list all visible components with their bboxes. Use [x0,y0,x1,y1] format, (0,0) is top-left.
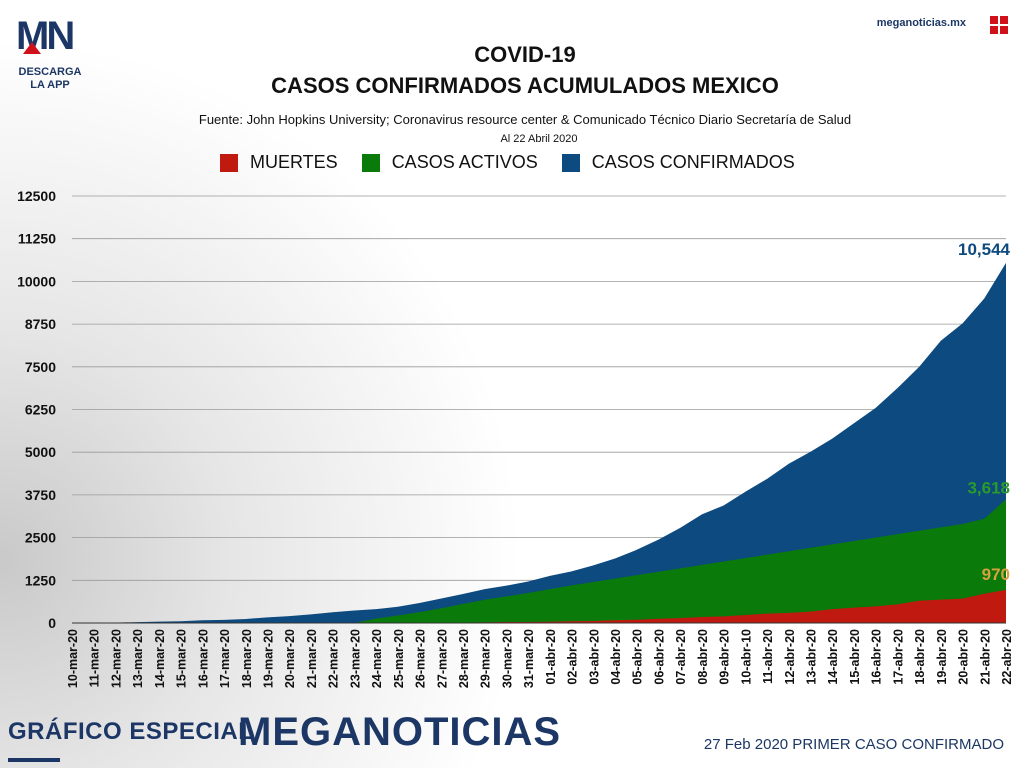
menu-grid-icon[interactable] [990,16,1008,34]
y-tick-label: 11250 [18,231,56,247]
x-tick-label: 11-mar-20 [88,629,102,687]
x-tick-label: 13-mar-20 [131,629,145,688]
x-tick-label: 22-abr-20 [1000,629,1014,685]
footer-brand: MEGANOTICIAS [238,710,562,754]
legend-swatch-muertes [220,153,238,172]
y-tick-label: 2500 [25,530,56,546]
footer-first-case: 27 Feb 2020 PRIMER CASO CONFIRMADO [703,736,1004,753]
legend-item-confirmados: CASOS CONFIRMADOS [561,152,795,173]
x-tick-label: 14-mar-20 [153,629,167,688]
x-tick-label: 08-abr-20 [696,629,710,685]
x-tick-label: 15-mar-20 [175,629,189,688]
x-tick-label: 15-abr-20 [848,629,862,685]
x-tick-label: 18-abr-20 [913,629,927,685]
series-area-activos [72,499,1006,623]
end-label-confirmados: 10,544 [958,240,1011,259]
chart-title-line1: COVID-19 [474,42,576,67]
x-tick-label: 14-abr-20 [826,629,840,685]
x-tick-label: 16-abr-20 [870,629,884,685]
x-tick-label: 30-mar-20 [500,629,514,688]
x-tick-label: 31-mar-20 [522,629,536,688]
x-tick-label: 27-mar-20 [435,629,449,688]
x-tick-label: 03-abr-20 [587,629,601,685]
y-tick-label: 8750 [25,316,56,332]
x-tick-label: 29-mar-20 [479,629,493,688]
x-tick-label: 23-mar-20 [348,629,362,688]
legend-item-activos: CASOS ACTIVOS [361,152,538,173]
logo[interactable]: MN [16,16,86,56]
x-tick-label: 18-mar-20 [240,629,254,688]
x-tick-label: 12-abr-20 [783,629,797,685]
series-area-confirmados [72,262,1006,623]
site-url[interactable]: meganoticias.mx [876,17,966,29]
x-tick-label: 21-mar-20 [305,629,319,688]
legend-label-activos: CASOS ACTIVOS [391,152,538,172]
footer-underline [8,758,60,762]
x-tick-label: 04-abr-20 [609,629,623,685]
x-tick-label: 17-abr-20 [891,629,905,685]
end-label-activos: 3,618 [967,478,1010,497]
y-tick-label: 3750 [25,487,56,503]
x-tick-label: 20-mar-20 [283,629,297,688]
area-chart: 0 1250 2500 3750 5000 6250 7500 8750 10000 11250 1… [17,188,1014,688]
y-tick-label: 0 [48,615,56,631]
legend-swatch-confirmados [561,153,580,172]
logo-subtitle[interactable]: DESCARGA LA APP [18,66,82,91]
x-tick-label: 19-mar-20 [261,629,275,688]
end-label-muertes: 970 [982,565,1010,584]
chart-date: Al 22 Abril 2020 [500,133,578,145]
y-tick-label: 5000 [25,444,56,460]
x-tick-label: 16-mar-20 [196,629,210,688]
x-tick-label: 10-abr-10 [739,629,753,685]
logo-triangle-icon [23,42,41,54]
x-tick-label: 02-abr-20 [566,629,580,685]
x-tick-label: 07-abr-20 [674,629,688,685]
x-tick-label: 06-abr-20 [652,629,666,685]
x-tick-label: 10-mar-20 [66,629,80,688]
x-tick-label: 28-mar-20 [457,629,471,688]
x-tick-label: 01-abr-20 [544,629,558,685]
legend-label-confirmados: CASOS CONFIRMADOS [591,152,795,172]
x-tick-label: 13-abr-20 [805,629,819,685]
x-tick-label: 19-abr-20 [935,629,949,685]
x-tick-label: 17-mar-20 [218,629,232,688]
x-tick-label: 25-mar-20 [392,629,406,688]
y-tick-label: 6250 [25,402,56,418]
y-tick-label: 1250 [25,572,56,588]
legend-item-muertes: MUERTES [220,152,338,173]
x-tick-label: 21-abr-20 [978,629,992,685]
x-tick-label: 22-mar-20 [327,629,341,688]
x-tick-label: 24-mar-20 [370,629,384,688]
legend-swatch-activos [361,153,380,172]
x-tick-label: 12-mar-20 [109,629,123,688]
y-tick-label: 7500 [25,359,56,375]
legend: MUERTES CASOS ACTIVOS CASOS CONFIRMADOS [220,152,819,173]
x-tick-label: 20-abr-20 [957,629,971,685]
x-tick-label: 11-abr-20 [761,629,775,684]
y-tick-label: 10000 [17,273,56,289]
footer-special-label: GRÁFICO ESPECIAL [8,718,254,745]
chart-title-line2: CASOS CONFIRMADOS ACUMULADOS MEXICO [271,73,779,98]
y-tick-label: 12500 [17,188,56,204]
legend-label-muertes: MUERTES [250,152,338,172]
series-area-muertes [72,589,1006,623]
x-tick-label: 26-mar-20 [414,629,428,688]
x-tick-label: 05-abr-20 [631,629,645,685]
chart-source: Fuente: John Hopkins University; Coronav… [198,112,852,127]
x-tick-label: 09-abr-20 [718,629,732,685]
